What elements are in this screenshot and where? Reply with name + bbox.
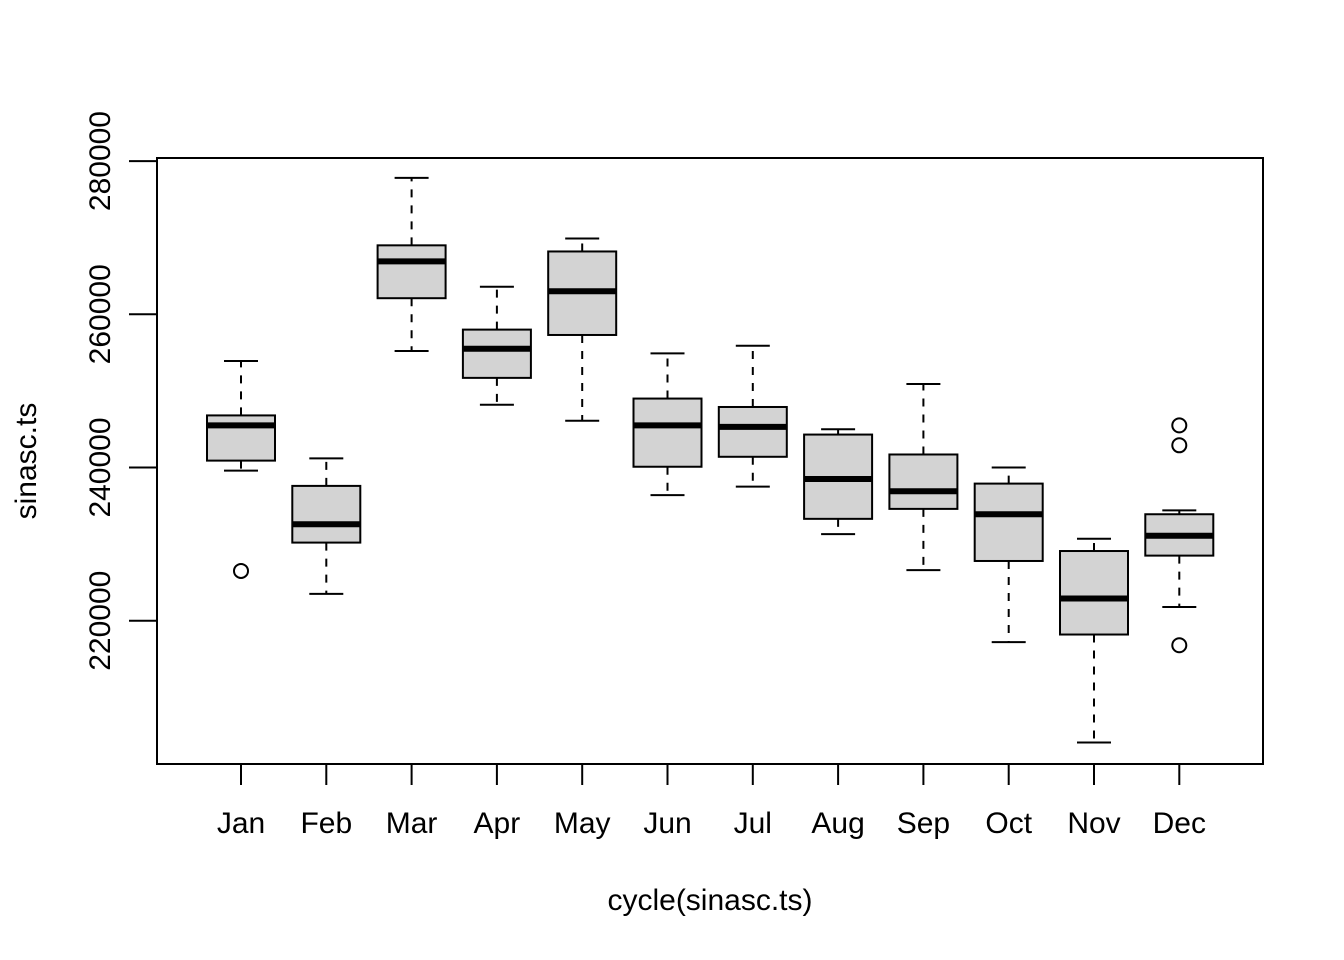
iqr-box	[206, 414, 276, 462]
box-jun	[632, 352, 703, 497]
plot-frame	[156, 157, 1264, 765]
box-jan	[206, 360, 276, 579]
box-feb	[291, 457, 362, 595]
y-tick-label: 280000	[84, 111, 117, 211]
y-axis-label: sinasc.ts	[10, 403, 43, 520]
box-apr	[461, 285, 532, 406]
box-dec	[1144, 417, 1215, 654]
iqr-box	[461, 328, 532, 379]
x-tick-label: Dec	[1153, 807, 1206, 840]
x-tick-label: Aug	[811, 807, 864, 840]
box-aug	[803, 428, 874, 536]
outlier-point	[1171, 417, 1188, 434]
outlier-point	[1171, 637, 1188, 654]
y-tick-label: 260000	[84, 264, 117, 364]
x-tick-label: Oct	[985, 807, 1032, 840]
x-tick-label: Jan	[217, 807, 265, 840]
iqr-box	[1059, 550, 1129, 636]
iqr-box	[888, 453, 959, 510]
x-tick-label: Jul	[734, 807, 772, 840]
box-mar	[376, 176, 447, 353]
iqr-box	[632, 397, 703, 468]
outlier-point	[233, 562, 249, 579]
x-tick-label: Jun	[643, 807, 691, 840]
y-tick-label: 240000	[84, 417, 117, 517]
outlier-point	[1171, 437, 1188, 454]
iqr-box	[973, 482, 1044, 562]
x-tick-label: Mar	[386, 807, 438, 840]
box-jul	[717, 344, 788, 488]
iqr-box	[291, 484, 362, 544]
iqr-box	[376, 244, 447, 300]
y-axis: 220000 240000 260000 280000	[84, 111, 158, 671]
x-tick-label: Nov	[1067, 807, 1120, 840]
box-nov	[1059, 537, 1129, 744]
box-oct	[973, 466, 1044, 644]
x-axis-label: cycle(sinasc.ts)	[607, 884, 812, 917]
boxes-group	[206, 176, 1215, 744]
box-sep	[888, 383, 959, 572]
iqr-box	[717, 405, 788, 458]
x-tick-label: Sep	[897, 807, 950, 840]
x-tick-label: May	[554, 807, 611, 840]
box-may	[547, 237, 618, 422]
x-tick-label: Apr	[474, 807, 521, 840]
x-tick-label: Feb	[300, 807, 352, 840]
y-tick-label: 220000	[84, 571, 117, 671]
x-axis: Jan Feb Mar Apr May Jun Jul Aug Sep Oct Nov Dec	[217, 763, 1206, 840]
